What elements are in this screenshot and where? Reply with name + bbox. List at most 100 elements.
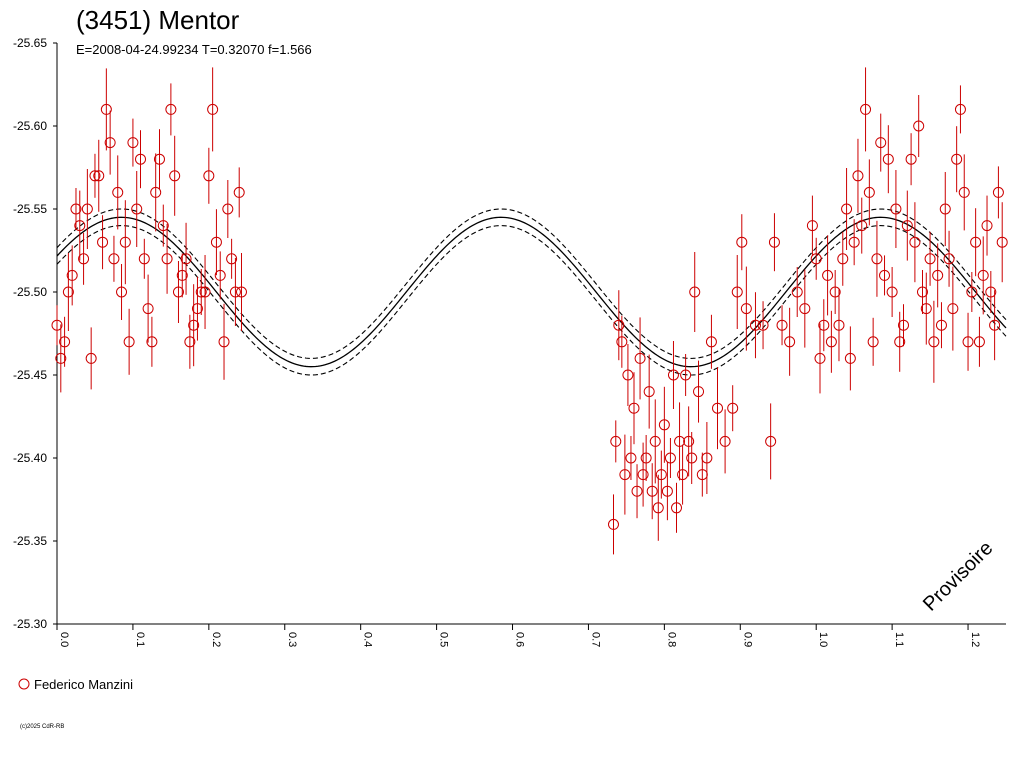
data-point <box>844 352 856 364</box>
data-point <box>667 369 679 381</box>
data-point <box>749 319 761 331</box>
data-point <box>146 336 158 348</box>
copyright-text: (c)2025 CdR-RB <box>20 724 64 730</box>
data-point <box>776 319 788 331</box>
data-point <box>736 236 748 248</box>
data-point <box>686 452 698 464</box>
x-tick-label: 0.9 <box>741 632 753 647</box>
data-point <box>848 236 860 248</box>
data-point <box>833 319 845 331</box>
x-tick-label: 1.0 <box>817 632 829 647</box>
data-point <box>898 319 910 331</box>
x-axis-ticks: 0.0 0.1 0.2 0.3 0.4 0.5 0.6 0.7 0.8 0.9 1.0 1.1 1.2 <box>56 624 981 647</box>
data-point <box>646 485 658 497</box>
data-point <box>640 452 652 464</box>
data-point <box>616 336 628 348</box>
data-point <box>142 303 154 315</box>
data-point <box>860 103 872 115</box>
data-point <box>165 103 177 115</box>
data-point <box>157 220 169 232</box>
data-point <box>643 386 655 398</box>
data-point <box>943 253 955 265</box>
data-point <box>233 186 245 198</box>
data-point <box>655 469 667 481</box>
data-point <box>962 336 974 348</box>
x-tick-label: 0.4 <box>362 632 374 647</box>
data-point <box>66 269 78 281</box>
x-tick-label: 0.6 <box>514 632 526 647</box>
data-point <box>829 286 841 298</box>
data-point <box>104 137 116 149</box>
data-point <box>799 303 811 315</box>
data-point <box>661 485 673 497</box>
y-tick-label: -25.55 <box>13 202 47 216</box>
data-point <box>677 469 689 481</box>
data-point <box>207 103 219 115</box>
data-point <box>683 435 695 447</box>
data-point <box>214 269 226 281</box>
data-point <box>607 518 619 530</box>
data-point <box>928 336 940 348</box>
data-point <box>59 336 71 348</box>
data-point <box>81 203 93 215</box>
data-point <box>628 402 640 414</box>
data-point <box>913 120 925 132</box>
data-point <box>680 369 692 381</box>
data-point <box>97 236 109 248</box>
data-point <box>954 103 966 115</box>
data-point <box>74 220 86 232</box>
data-point <box>135 153 147 165</box>
data-point <box>70 203 82 215</box>
data-point <box>882 153 894 165</box>
data-point <box>825 336 837 348</box>
data-point <box>138 253 150 265</box>
x-tick-label: 0.2 <box>210 632 222 647</box>
data-point <box>996 236 1008 248</box>
data-point <box>119 236 131 248</box>
data-point <box>78 253 90 265</box>
data-point <box>822 269 834 281</box>
data-point <box>222 203 234 215</box>
y-tick-label: -25.40 <box>13 451 47 465</box>
data-point <box>757 319 769 331</box>
data-point <box>169 170 181 182</box>
data-point <box>901 220 913 232</box>
data-point <box>689 286 701 298</box>
data-point <box>894 336 906 348</box>
data-point <box>649 435 661 447</box>
x-tick-label: 1.1 <box>893 632 905 647</box>
data-points <box>51 67 1008 555</box>
legend: Federico Manzini <box>18 677 133 692</box>
y-tick-label: -25.30 <box>13 617 47 631</box>
legend-label: Federico Manzini <box>34 677 133 692</box>
data-point <box>784 336 796 348</box>
model-uncertainty-upper <box>56 208 1007 359</box>
data-point <box>875 137 887 149</box>
data-point <box>989 319 1001 331</box>
x-tick-label: 0.0 <box>58 632 70 647</box>
data-point <box>664 452 676 464</box>
data-point <box>100 103 112 115</box>
data-point <box>740 303 752 315</box>
y-tick-label: -25.35 <box>13 534 47 548</box>
data-point <box>218 336 230 348</box>
chart-subtitle: E=2008-04-24.99234 T=0.32070 f=1.566 <box>76 42 312 57</box>
data-point <box>625 452 637 464</box>
data-point <box>701 452 713 464</box>
data-point <box>622 369 634 381</box>
data-point <box>116 286 128 298</box>
y-tick-label: -25.60 <box>13 119 47 133</box>
data-point <box>863 186 875 198</box>
data-point <box>131 203 143 215</box>
data-point <box>235 286 247 298</box>
data-point <box>634 352 646 364</box>
data-point <box>935 319 947 331</box>
data-point <box>856 220 868 232</box>
model-uncertainty-lower <box>56 225 1007 376</box>
data-point <box>981 220 993 232</box>
data-point <box>619 469 631 481</box>
data-point <box>814 352 826 364</box>
data-point <box>188 319 200 331</box>
x-tick-label: 0.1 <box>134 632 146 647</box>
